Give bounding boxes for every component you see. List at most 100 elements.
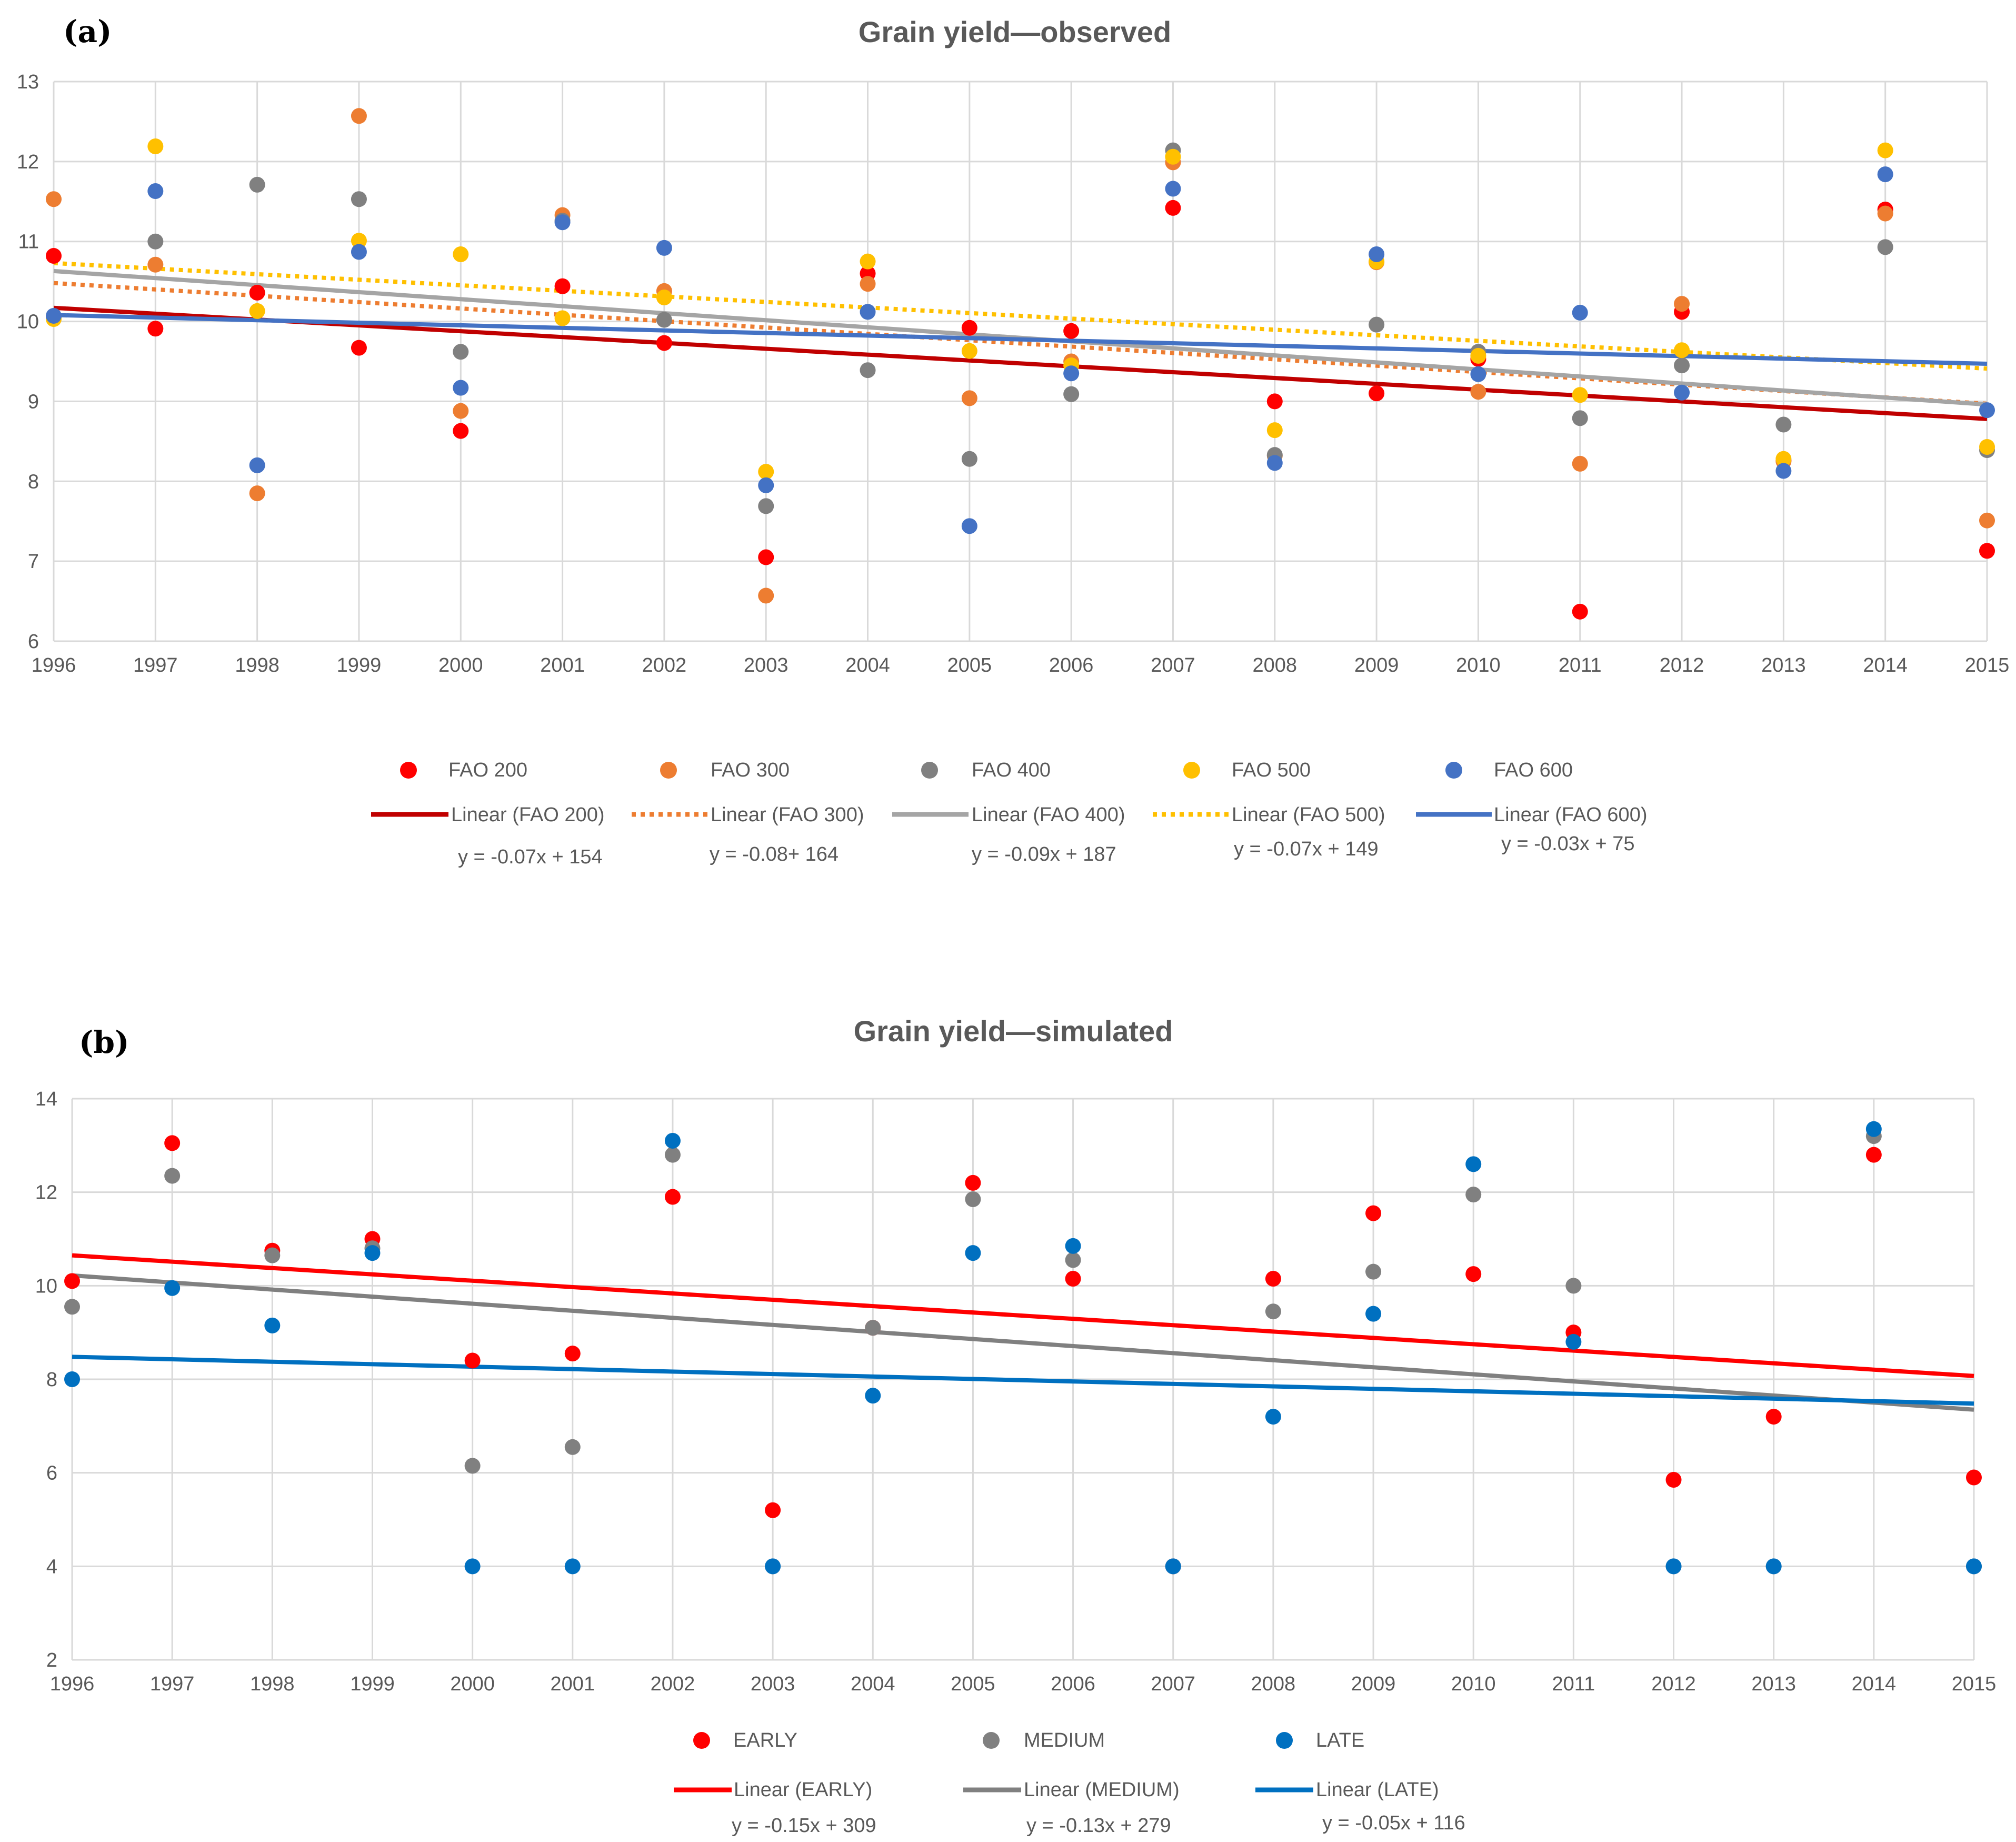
point-fao-600-2010 bbox=[1470, 366, 1486, 382]
x-tick-label: 2000 bbox=[450, 1673, 495, 1695]
trendlines-b bbox=[72, 1253, 1974, 1412]
y-tick-label: 10 bbox=[17, 311, 39, 333]
point-fao-600-1996 bbox=[46, 307, 62, 324]
equation-late: y = -0.05x + 116 bbox=[1322, 1812, 1465, 1834]
legend-marker-fao-600 bbox=[1445, 762, 1462, 779]
legend-label-medium: MEDIUM bbox=[1024, 1729, 1105, 1751]
point-early-2005 bbox=[965, 1174, 981, 1191]
trendline-linear-medium bbox=[72, 1273, 1974, 1412]
legend-label-linear-fao-300: Linear (FAO 300) bbox=[711, 804, 864, 826]
point-late-1998 bbox=[264, 1317, 281, 1333]
point-early-2003 bbox=[765, 1502, 781, 1518]
point-fao-400-1997 bbox=[147, 233, 164, 250]
point-late-2000 bbox=[464, 1558, 481, 1575]
point-medium-1998 bbox=[264, 1247, 281, 1263]
x-tick-label: 2015 bbox=[1952, 1673, 1997, 1695]
point-medium-1996 bbox=[64, 1299, 80, 1315]
point-medium-2010 bbox=[1465, 1187, 1482, 1203]
point-fao-400-2012 bbox=[1674, 357, 1690, 374]
point-fao-500-1997 bbox=[147, 138, 164, 155]
y-tick-label: 2 bbox=[46, 1649, 57, 1671]
point-fao-300-1997 bbox=[147, 256, 164, 273]
point-fao-300-1996 bbox=[46, 191, 62, 207]
x-tick-labels-b: 1996 1997 1998 1999 2000 2001 2002 2003 2004 2005… bbox=[50, 1673, 1997, 1695]
legend-label-linear-early: Linear (EARLY) bbox=[734, 1779, 872, 1801]
legend-label-fao-200: FAO 200 bbox=[448, 759, 527, 781]
point-late-2015 bbox=[1966, 1558, 1982, 1575]
legend-label-linear-fao-400: Linear (FAO 400) bbox=[972, 804, 1125, 826]
x-tick-label: 2007 bbox=[1151, 654, 1195, 676]
point-fao-200-2008 bbox=[1266, 393, 1283, 410]
x-tick-label: 2015 bbox=[1965, 654, 2010, 676]
point-fao-400-2014 bbox=[1877, 239, 1893, 255]
legend-label-linear-late: Linear (LATE) bbox=[1316, 1779, 1439, 1801]
point-fao-500-2012 bbox=[1674, 342, 1690, 359]
point-fao-200-2002 bbox=[656, 335, 672, 351]
point-fao-600-1999 bbox=[351, 244, 367, 260]
point-early-1996 bbox=[64, 1273, 80, 1289]
y-tick-label: 6 bbox=[46, 1462, 57, 1485]
legend-label-linear-fao-500: Linear (FAO 500) bbox=[1232, 804, 1385, 826]
point-early-2014 bbox=[1865, 1147, 1882, 1163]
point-late-2009 bbox=[1365, 1306, 1382, 1322]
equation-fao-300: y = -0.08+ 164 bbox=[710, 843, 839, 865]
x-tick-label: 1997 bbox=[150, 1673, 195, 1695]
point-fao-600-1997 bbox=[147, 183, 164, 200]
x-tick-label: 1998 bbox=[250, 1673, 295, 1695]
x-tick-label: 2012 bbox=[1660, 654, 1704, 676]
point-fao-300-1999 bbox=[351, 108, 367, 124]
point-fao-500-2001 bbox=[554, 310, 571, 326]
legend-b: EARLY MEDIUM LATE Linear (EARLY) Linear … bbox=[674, 1729, 1465, 1837]
trendline-linear-early bbox=[72, 1253, 1974, 1378]
point-fao-500-2013 bbox=[1775, 451, 1792, 467]
point-early-2012 bbox=[1665, 1471, 1682, 1488]
x-tick-label: 2004 bbox=[851, 1673, 895, 1695]
x-tick-label: 2009 bbox=[1351, 1673, 1396, 1695]
point-fao-300-1998 bbox=[249, 485, 265, 502]
legend-label-fao-400: FAO 400 bbox=[972, 759, 1051, 781]
point-fao-600-2000 bbox=[453, 380, 469, 396]
point-late-2007 bbox=[1165, 1558, 1181, 1575]
point-late-2002 bbox=[664, 1132, 681, 1149]
point-fao-300-2010 bbox=[1470, 384, 1486, 400]
point-fao-600-2005 bbox=[961, 518, 977, 534]
equation-fao-600: y = -0.03x + 75 bbox=[1501, 833, 1635, 855]
x-tick-label: 2003 bbox=[744, 654, 789, 676]
point-medium-2011 bbox=[1565, 1278, 1582, 1294]
data-points-a bbox=[46, 108, 1995, 620]
legend-a: FAO 200 FAO 300 FAO 400 FAO 500 FAO 600 … bbox=[371, 759, 1647, 868]
point-late-1997 bbox=[164, 1280, 181, 1296]
trendline-linear-late bbox=[72, 1355, 1974, 1406]
point-fao-200-2005 bbox=[961, 320, 977, 336]
y-tick-label: 9 bbox=[28, 391, 39, 413]
y-tick-label: 12 bbox=[35, 1182, 57, 1204]
point-fao-300-2014 bbox=[1877, 205, 1893, 222]
trendline-linear-fao-500 bbox=[53, 261, 1988, 371]
point-fao-500-2000 bbox=[453, 246, 469, 263]
point-fao-200-2001 bbox=[554, 278, 571, 294]
x-tick-label: 2011 bbox=[1552, 1673, 1595, 1695]
point-fao-500-2015 bbox=[1979, 439, 1995, 455]
point-early-2002 bbox=[664, 1189, 681, 1205]
x-tick-label: 2013 bbox=[1761, 654, 1806, 676]
legend-marker-fao-200 bbox=[400, 762, 417, 779]
y-tick-label: 12 bbox=[17, 151, 39, 173]
point-fao-600-2004 bbox=[860, 304, 876, 320]
x-tick-label: 2011 bbox=[1559, 654, 1602, 676]
point-late-2004 bbox=[865, 1388, 881, 1404]
legend-label-late: LATE bbox=[1316, 1729, 1364, 1751]
x-tick-label: 2014 bbox=[1863, 654, 1908, 676]
point-fao-200-2009 bbox=[1369, 385, 1385, 402]
x-tick-label: 2006 bbox=[1051, 1673, 1095, 1695]
legend-label-linear-fao-600: Linear (FAO 600) bbox=[1494, 804, 1647, 826]
point-fao-200-1996 bbox=[46, 248, 62, 264]
x-tick-label: 2008 bbox=[1251, 1673, 1296, 1695]
point-fao-200-2003 bbox=[758, 549, 774, 565]
point-fao-200-1998 bbox=[249, 284, 265, 301]
equation-medium: y = -0.13x + 279 bbox=[1026, 1815, 1171, 1837]
point-fao-600-2006 bbox=[1063, 365, 1080, 382]
point-fao-400-2013 bbox=[1775, 416, 1792, 433]
point-fao-600-2012 bbox=[1674, 384, 1690, 401]
equation-fao-200: y = -0.07x + 154 bbox=[458, 846, 603, 868]
point-medium-2002 bbox=[664, 1147, 681, 1163]
